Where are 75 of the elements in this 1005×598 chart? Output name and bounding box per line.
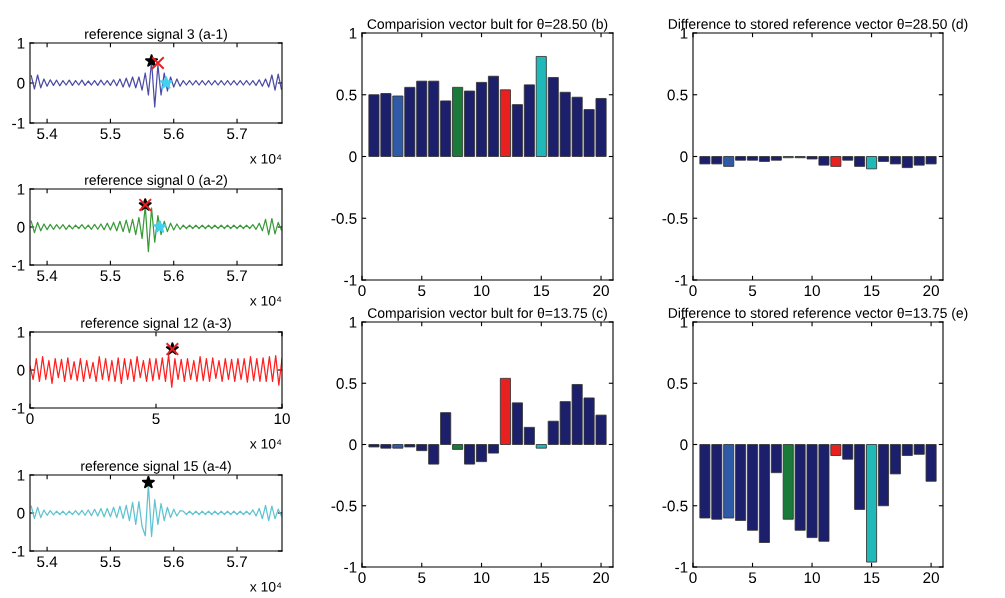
x-tick-label: 10 — [804, 572, 820, 584]
y-tick-label: 1 — [17, 470, 25, 481]
x-tick-label: 5.4 — [37, 128, 58, 140]
x-tick-label: 0 — [358, 572, 366, 584]
y-tick-label: 1 — [17, 184, 25, 195]
y-tick-label: -1 — [344, 562, 357, 573]
x-tick-label: 0 — [689, 285, 697, 297]
y-tick-label: -0.5 — [331, 213, 357, 224]
y-tick-label: 1 — [349, 317, 357, 328]
x-tick-label: 5 — [418, 572, 426, 584]
y-tick-label: 0.5 — [667, 378, 688, 389]
x-tick-label: 15 — [533, 572, 550, 584]
text: x 10⁴ — [249, 153, 282, 164]
x-tick-label: 5.7 — [227, 556, 247, 568]
y-tick-label: 0 — [349, 439, 357, 451]
x-tick-label: 20 — [923, 572, 939, 584]
x-tick-label: 5 — [152, 413, 160, 425]
x-tick-label: 5.4 — [37, 270, 58, 282]
text: x 10⁴ — [249, 581, 282, 592]
x-tick-label: 5.5 — [100, 270, 121, 282]
x-tick-label: 10 — [274, 413, 290, 425]
x-tick-label: 15 — [533, 285, 550, 297]
text: x 10⁴ — [249, 438, 282, 449]
x-tick-label: 20 — [593, 285, 609, 297]
y-tick-label: -0.5 — [662, 500, 688, 512]
chart-title: reference signal 3 (a-1) — [85, 28, 227, 42]
y-tick-label: -0.5 — [662, 213, 688, 224]
y-tick-label: -1 — [675, 275, 688, 286]
chart-title: reference signal 15 (a-4) — [81, 460, 231, 474]
x-tick-label: 20 — [593, 572, 609, 584]
y-tick-label: 1 — [17, 327, 25, 338]
x-tick-label: 5 — [418, 285, 426, 297]
y-tick-label: 0 — [17, 77, 25, 89]
y-tick-label: 0 — [17, 364, 25, 376]
x-tick-label: 0 — [358, 285, 366, 297]
x-tick-label: 5 — [748, 285, 757, 297]
y-tick-label: 0 — [17, 221, 25, 233]
y-tick-label: 0 — [349, 151, 357, 163]
x-tick-label: 15 — [864, 285, 880, 297]
x-tick-label: 5.7 — [227, 270, 247, 282]
y-tick-label: 0 — [680, 439, 688, 451]
chart-title: reference signal 12 (a-3) — [81, 317, 231, 331]
y-tick-label: 0.5 — [336, 89, 357, 101]
y-tick-label: -0.5 — [331, 500, 357, 512]
x-tick-label: 15 — [864, 572, 880, 584]
chart-title: reference signal 0 (a-2) — [85, 174, 227, 188]
y-tick-label: -1 — [675, 562, 688, 573]
x-tick-label: 0 — [26, 413, 34, 425]
y-tick-label: -1 — [344, 275, 357, 286]
x-tick-label: 5.7 — [227, 128, 247, 140]
y-tick-label: 1 — [349, 28, 357, 39]
x-tick-label: 5.6 — [163, 556, 184, 568]
x-tick-label: 0 — [689, 572, 697, 584]
x-tick-label: 5.6 — [163, 270, 184, 282]
y-tick-label: 0.5 — [336, 378, 357, 389]
x-tick-label: 5.5 — [100, 556, 121, 568]
y-tick-label: 0 — [17, 507, 25, 519]
x-tick-label: 5.5 — [100, 128, 121, 140]
chart-title: Comparision vector bult for θ=13.75 (c) — [367, 307, 607, 321]
x-tick-label: 10 — [804, 285, 820, 297]
x-tick-label: 5.6 — [163, 128, 184, 140]
x-tick-label: 10 — [474, 572, 490, 584]
y-tick-label: 0.5 — [667, 89, 688, 101]
y-tick-label: -1 — [12, 403, 25, 414]
text: x 10⁴ — [249, 295, 282, 306]
y-tick-label: 0 — [680, 151, 688, 163]
chart-title: Comparision vector bult for θ=28.50 (b) — [367, 18, 608, 32]
x-tick-label: 10 — [474, 285, 490, 297]
x-tick-label: 5.4 — [37, 556, 58, 568]
y-tick-label: -1 — [12, 260, 25, 271]
x-tick-label: 5 — [748, 572, 757, 584]
x-tick-label: 20 — [923, 285, 939, 297]
y-tick-label: 1 — [17, 38, 25, 49]
y-tick-label: -1 — [12, 546, 25, 557]
y-tick-label: -1 — [12, 118, 25, 129]
